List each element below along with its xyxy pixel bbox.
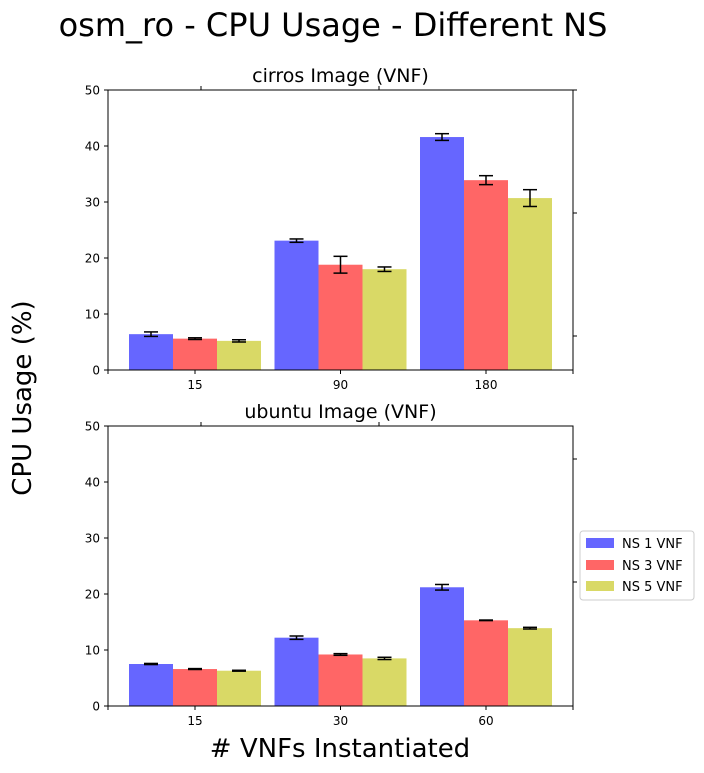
error-bar [479, 174, 493, 186]
bar [362, 269, 407, 370]
chart-cirros: cirros Image (VNF) 0 10 20 30 40 50 15 90 180 [85, 65, 577, 392]
error-bar [377, 656, 392, 661]
x-tick-label: 30 [333, 714, 348, 728]
legend-swatch-ns5 [586, 581, 614, 591]
legend: NS 1 VNF NS 3 VNF NS 5 VNF [579, 530, 695, 601]
chart-ubuntu: ubuntu Image (VNF) 0 10 20 30 40 50 15 30 60 [85, 401, 577, 728]
y-tick-label: 10 [85, 308, 100, 322]
bar [420, 137, 464, 370]
y-tick-label: 0 [92, 700, 100, 714]
error-bar [188, 667, 202, 671]
bar [274, 240, 319, 370]
error-bar [289, 238, 304, 244]
y-tick-label: 50 [85, 84, 100, 98]
legend-label-ns5: NS 5 VNF [622, 580, 683, 595]
bar [217, 340, 261, 370]
subplot-title: cirros Image (VNF) [252, 65, 429, 87]
error-bar [435, 583, 449, 591]
legend-swatch-ns1 [586, 538, 614, 548]
error-bar [435, 132, 449, 142]
error-bar [289, 635, 304, 641]
y-tick-label: 50 [85, 420, 100, 434]
y-tick-label: 40 [85, 476, 100, 490]
figure-xlabel: # VNFs Instantiated [210, 734, 470, 764]
bar [508, 628, 552, 706]
legend-label-ns3: NS 3 VNF [622, 559, 683, 574]
error-bar [144, 331, 158, 338]
bar [129, 334, 173, 370]
error-bar [523, 626, 537, 630]
x-tick-label: 60 [478, 714, 493, 728]
bar [318, 264, 363, 370]
error-bar [232, 339, 246, 343]
y-tick-label: 40 [85, 140, 100, 154]
error-bar [523, 188, 537, 208]
subplot-title: ubuntu Image (VNF) [244, 401, 436, 423]
bar [173, 669, 217, 706]
error-bar [333, 652, 348, 657]
bar [217, 670, 261, 706]
bar [362, 658, 407, 706]
y-tick-label: 20 [85, 252, 100, 266]
bar [129, 664, 173, 706]
x-tick-label: 90 [333, 378, 348, 392]
x-tick-label: 15 [187, 714, 202, 728]
bar [464, 180, 508, 370]
bar [173, 338, 217, 370]
y-tick-label: 0 [92, 364, 100, 378]
error-bar [188, 337, 202, 341]
error-bar [377, 266, 392, 273]
bar [420, 587, 464, 706]
error-bar [333, 255, 348, 274]
bar [318, 654, 363, 706]
x-tick-label: 15 [187, 378, 202, 392]
legend-label-ns1: NS 1 VNF [622, 537, 683, 552]
error-bar [144, 662, 158, 666]
bar [508, 198, 552, 370]
error-bar [479, 619, 493, 622]
y-tick-label: 20 [85, 588, 100, 602]
y-tick-label: 30 [85, 196, 100, 210]
figure-title: osm_ro - CPU Usage - Different NS [59, 6, 608, 44]
figure-ylabel: CPU Usage (%) [8, 300, 38, 495]
bar [274, 637, 319, 706]
error-bar [232, 669, 246, 672]
bar [464, 620, 508, 706]
legend-swatch-ns3 [586, 560, 614, 570]
x-tick-label: 180 [475, 378, 498, 392]
y-tick-label: 30 [85, 532, 100, 546]
y-tick-label: 10 [85, 644, 100, 658]
